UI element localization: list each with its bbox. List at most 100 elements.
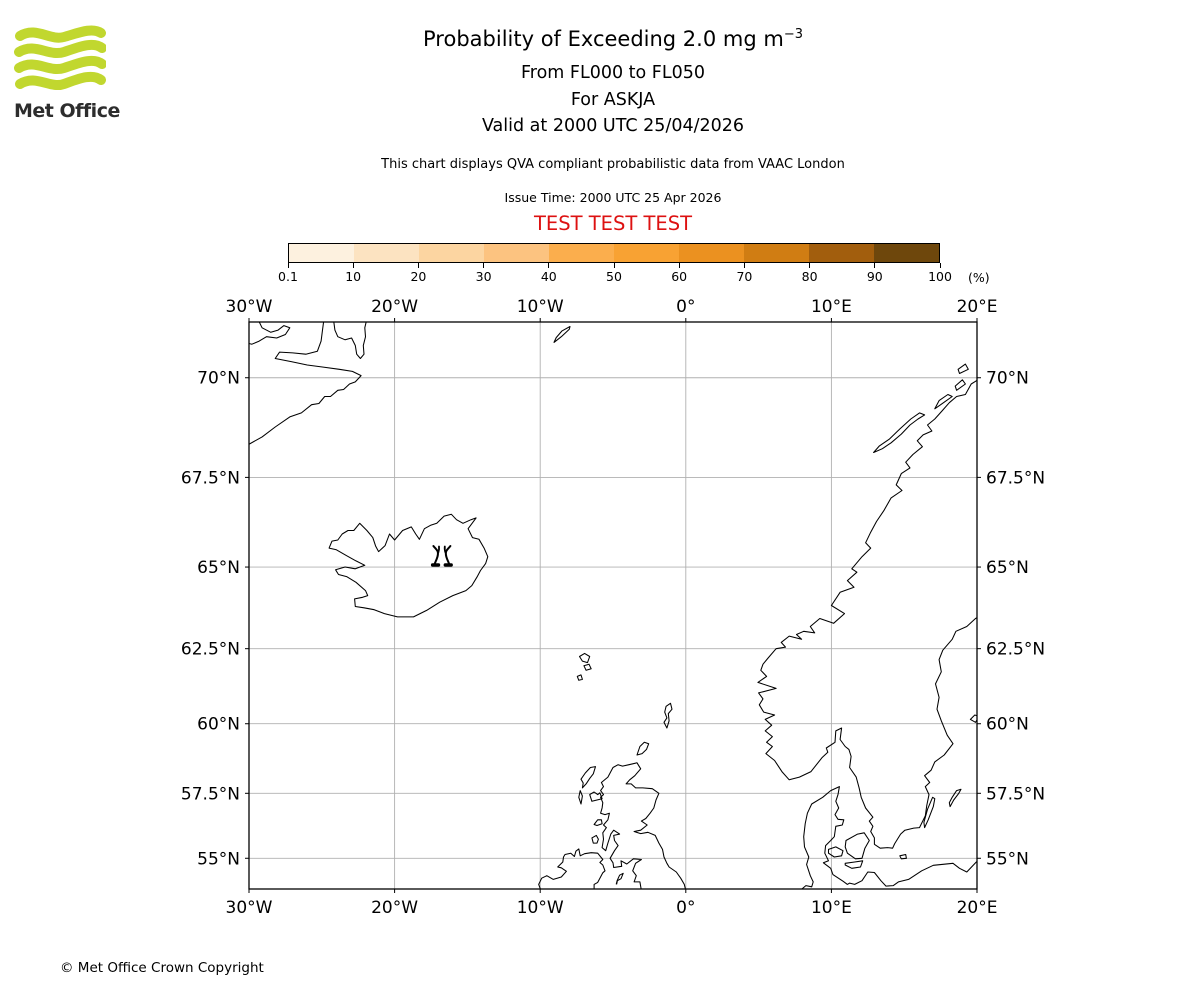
coastline-mull [593,819,603,827]
met-office-wordmark: Met Office [14,100,120,122]
colorbar-tick-label: 30 [475,269,492,284]
colorbar-tick [352,263,354,268]
coastline-bornholm [899,853,907,860]
lon-axis-label-bottom: 30°W [226,898,273,918]
coastline-faroe-2 [583,663,592,671]
colorbar-tick [548,263,550,268]
lon-axis-label-top: 10°E [811,297,852,317]
coastline-oland [923,796,936,829]
lat-axis-label-right: 62.5°N [986,640,1045,660]
lat-axis-label-left: 60°N [197,715,240,735]
coastline-shetland [663,702,673,729]
lat-axis-label-left: 57.5°N [181,784,240,804]
coastline-lolland-falster [844,860,864,869]
lat-axis-label-left: 70°N [197,369,240,389]
lon-axis-label-bottom: 0° [676,898,695,918]
colorbar-unit-label: (%) [968,270,990,285]
coastline-jutland-germany-poland [801,786,977,889]
coastline-scandinavia-mainland [757,379,977,849]
colorbar-segment-2 [354,244,419,262]
coastline-greenland-main [249,322,362,445]
coastline-ireland-north [538,848,606,889]
colorbar-segment-4 [484,244,549,262]
probability-colorbar [288,243,940,263]
coastline-greenland-nw-fjords [249,322,291,345]
colorbar-segment-9 [809,244,874,262]
colorbar-tick [483,263,485,268]
lat-axis-label-right: 67.5°N [986,468,1045,488]
colorbar-tick-label: 20 [410,269,427,284]
lat-axis-label-left: 67.5°N [181,468,240,488]
axis-labels: 30°W 30°W 20°W 20°W 10°W 10°W 0° 0° 10°E 10°E 20°E… [181,297,1045,918]
colorbar-segment-5 [549,244,614,262]
lat-axis-label-right: 60°N [986,715,1029,735]
lon-axis-label-top: 0° [676,297,695,317]
lat-axis-label-left: 55°N [197,849,240,869]
colorbar-tick [743,263,745,268]
colorbar-tick-label: 100 [928,269,952,284]
coastline-senja [934,393,953,410]
colorbar-tick [809,263,811,268]
coastline-faroe-3 [576,674,583,681]
axis-tick-marks [245,318,981,893]
coastline-kvaloya [954,379,966,391]
lat-axis-label-right: 57.5°N [986,784,1045,804]
lon-axis-label-bottom: 10°W [517,898,564,918]
coastline-gotland [948,788,962,808]
colorbar-tick-label: 70 [736,269,753,284]
coastline-funen [827,846,844,858]
copyright-notice: © Met Office Crown Copyright [60,960,264,976]
coastline-isle-of-man [615,872,624,885]
lat-axis-label-right: 65°N [986,558,1029,578]
colorbar-ticks [287,263,941,269]
colorbar-tick-label: 60 [671,269,688,284]
met-office-waves-icon [14,25,107,91]
colorbar-tick-label: 90 [866,269,883,284]
lon-axis-label-top: 10°W [517,297,564,317]
lat-axis-label-right: 55°N [986,849,1029,869]
coastline-jan-mayen [553,325,571,343]
colorbar-segment-10 [874,244,939,262]
lat-axis-label-left: 65°N [197,558,240,578]
map-frame [248,321,978,890]
colorbar-segment-3 [419,244,484,262]
lon-axis-label-bottom: 20°W [371,898,418,918]
colorbar-tick [613,263,615,268]
colorbar-segment-7 [679,244,744,262]
lon-axis-label-top: 30°W [226,297,273,317]
lat-axis-label-left: 62.5°N [181,640,240,660]
colorbar-segment-8 [744,244,809,262]
colorbar-tick [287,263,289,268]
coastline-aland [969,714,977,723]
coastline-islay [591,834,599,844]
colorbar-tick [939,263,941,268]
colorbar-tick-label: 40 [540,269,557,284]
coastline-uist [578,790,583,805]
lon-axis-label-bottom: 20°E [957,898,998,918]
coastline-britain-mainland [600,762,686,889]
colorbar-tick-labels: 0.1 10 20 30 40 50 60 70 80 90 100 [278,269,952,285]
graticule-gridlines [248,322,978,889]
coastlines [249,322,977,889]
colorbar-tick-label: 0.1 [278,269,298,284]
colorbar-tick-label: 10 [345,269,362,284]
lon-axis-label-top: 20°E [957,297,998,317]
colorbar-segment-1 [289,244,354,262]
lon-axis-label-top: 20°W [371,297,418,317]
lat-axis-label-right: 70°N [986,369,1029,389]
colorbar-tick-label: 50 [606,269,622,284]
coastline-lewis-harris [580,766,597,789]
colorbar-tick [678,263,680,268]
colorbar-tick [417,263,419,268]
colorbar-segment-6 [614,244,679,262]
colorbar-tick-label: 80 [801,269,818,284]
coastline-skye [589,791,603,802]
coastline-faroe-1 [578,652,591,664]
coastline-greenland-liverpool-land [333,322,367,360]
met-office-logo: Met Office [14,24,124,122]
lon-axis-label-bottom: 10°E [811,898,852,918]
volcano-eruption-icon [430,545,453,567]
coastline-ringvassoya [957,363,969,375]
